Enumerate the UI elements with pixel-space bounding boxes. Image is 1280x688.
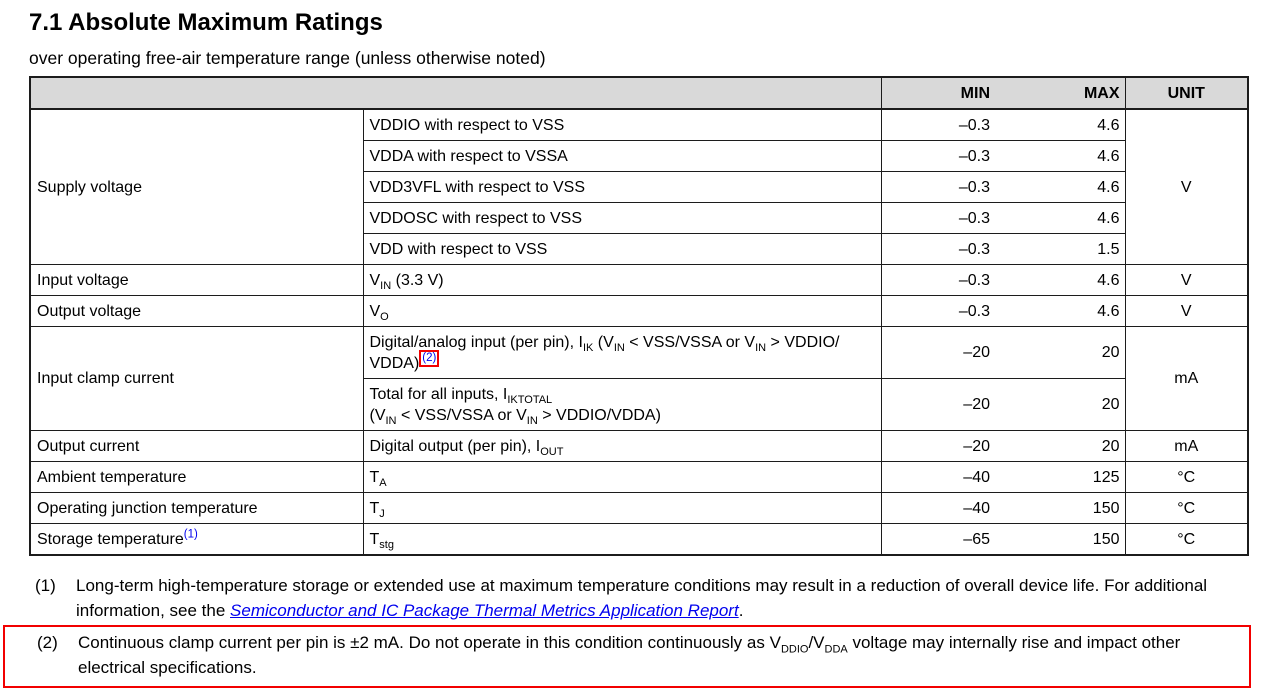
min-value-cell: –20	[880, 430, 1003, 462]
unit-cell: V	[1124, 264, 1249, 296]
min-value-cell: –0.3	[880, 264, 1003, 296]
max-value-cell: 4.6	[1003, 108, 1126, 141]
section-subtitle: over operating free-air temperature rang…	[29, 48, 546, 68]
category-cell: Output current	[29, 430, 364, 462]
table-row: Output current Digital output (per pin), …	[29, 430, 1249, 462]
table-row: Input voltage VIN (3.3 V) –0.3 4.6 V	[29, 264, 1249, 296]
footnote-2-highlight-box: (2) Continuous clamp current per pin is …	[3, 625, 1251, 688]
description-cell: Digital/analog input (per pin), IIK (VIN…	[362, 326, 882, 379]
max-value-cell: 125	[1003, 461, 1126, 493]
description-cell: VIN (3.3 V)	[362, 264, 882, 296]
max-value-cell: 4.6	[1003, 264, 1126, 296]
table-row: Operating junction temperature TJ –40 150 °C	[29, 492, 1249, 524]
table-row: Output voltage VO –0.3 4.6 V	[29, 295, 1249, 327]
min-value-cell: –0.3	[880, 233, 1003, 265]
footnote-2-number: (2)	[37, 633, 58, 652]
min-value-cell: –40	[880, 461, 1003, 493]
unit-cell: °C	[1124, 461, 1249, 493]
category-cell: Input voltage	[29, 264, 364, 296]
max-value-cell: 150	[1003, 492, 1126, 524]
description-cell: Tstg	[362, 523, 882, 556]
unit-cell: °C	[1124, 492, 1249, 524]
min-value-cell: –0.3	[880, 140, 1003, 172]
footnote-1-number: (1)	[35, 576, 56, 595]
category-cell: Supply voltage	[29, 108, 364, 265]
thermal-metrics-report-link[interactable]: Semiconductor and IC Package Thermal Met…	[230, 601, 739, 620]
footnote-1-text: Long-term high-temperature storage or ex…	[76, 573, 1251, 623]
max-value-cell: 1.5	[1003, 233, 1126, 265]
max-value-cell: 4.6	[1003, 202, 1126, 234]
description-cell: Digital output (per pin), IOUT	[362, 430, 882, 462]
table-body: Supply voltage VDDIO with respect to VSS –…	[29, 108, 1249, 556]
min-value-cell: –0.3	[880, 171, 1003, 203]
min-value-cell: –20	[880, 326, 1003, 379]
max-value-cell: 20	[1003, 430, 1126, 462]
table-header-row: MIN MAX UNIT	[29, 76, 1249, 110]
table-row: VDD with respect to VSS –0.3 1.5	[30, 233, 1248, 265]
category-cell: Output voltage	[29, 295, 364, 327]
section-title: 7.1 Absolute Maximum Ratings	[29, 9, 383, 36]
table-row: Storage temperature(1) Tstg –65 150 °C	[29, 523, 1249, 556]
table-row: VDDOSC with respect to VSS –0.3 4.6	[30, 202, 1248, 234]
header-min: MIN	[880, 76, 1003, 110]
min-value-cell: –0.3	[880, 108, 1003, 141]
min-value-cell: –40	[880, 492, 1003, 524]
footnote-2-text: Continuous clamp current per pin is ±2 m…	[78, 633, 1181, 677]
max-value-cell: 150	[1003, 523, 1126, 556]
description-cell: VDD with respect to VSS	[362, 233, 882, 265]
description-cell: VDDA with respect to VSSA	[362, 140, 882, 172]
min-value-cell: –0.3	[880, 295, 1003, 327]
category-cell: Ambient temperature	[29, 461, 364, 493]
header-unit: UNIT	[1124, 76, 1249, 110]
description-cell: VDD3VFL with respect to VSS	[362, 171, 882, 203]
max-value-cell: 20	[1003, 378, 1126, 431]
description-cell: Total for all inputs, IIKTOTAL (VIN < VSS…	[362, 378, 882, 431]
category-cell: Storage temperature(1)	[29, 523, 364, 556]
table-row: VDD3VFL with respect to VSS –0.3 4.6	[30, 171, 1248, 203]
unit-cell: V	[1124, 108, 1249, 265]
footnotes: (1) Long-term high-temperature storage o…	[3, 573, 1251, 688]
table-row: Supply voltage VDDIO with respect to VSS –…	[29, 108, 1249, 265]
footnote-2-ref-boxed[interactable]: (2)	[419, 350, 440, 368]
max-value-cell: 20	[1003, 326, 1126, 379]
max-value-cell: 4.6	[1003, 140, 1126, 172]
footnote-ref[interactable]: (1)	[183, 528, 198, 541]
footnote-1-text-after: .	[738, 601, 744, 620]
category-cell: Input clamp current	[29, 326, 364, 431]
max-value-cell: 4.6	[1003, 295, 1126, 327]
footnote-1: (1) Long-term high-temperature storage o…	[29, 573, 1251, 623]
unit-cell: mA	[1124, 326, 1249, 431]
min-value-cell: –65	[880, 523, 1003, 556]
header-empty-cell	[29, 76, 882, 110]
description-cell: VDDIO with respect to VSS	[362, 108, 882, 141]
unit-cell: °C	[1124, 523, 1249, 556]
unit-cell: V	[1124, 295, 1249, 327]
category-cell: Operating junction temperature	[29, 492, 364, 524]
description-cell: VO	[362, 295, 882, 327]
unit-cell: mA	[1124, 430, 1249, 462]
description-cell: VDDOSC with respect to VSS	[362, 202, 882, 234]
max-value-cell: 4.6	[1003, 171, 1126, 203]
absolute-maximum-ratings-table: MIN MAX UNIT Supply voltage VDDIO with re…	[29, 76, 1249, 556]
footnote-2: (2) Continuous clamp current per pin is …	[31, 630, 1247, 680]
table-row: Ambient temperature TA –40 125 °C	[29, 461, 1249, 493]
min-value-cell: –0.3	[880, 202, 1003, 234]
description-cell: TA	[362, 461, 882, 493]
min-value-cell: –20	[880, 378, 1003, 431]
table-row: Input clamp current Digital/analog input …	[29, 326, 1249, 431]
footnote-1-text-before: Long-term high-temperature storage or ex…	[76, 576, 1208, 620]
description-cell: TJ	[362, 492, 882, 524]
header-max: MAX	[1003, 76, 1126, 110]
